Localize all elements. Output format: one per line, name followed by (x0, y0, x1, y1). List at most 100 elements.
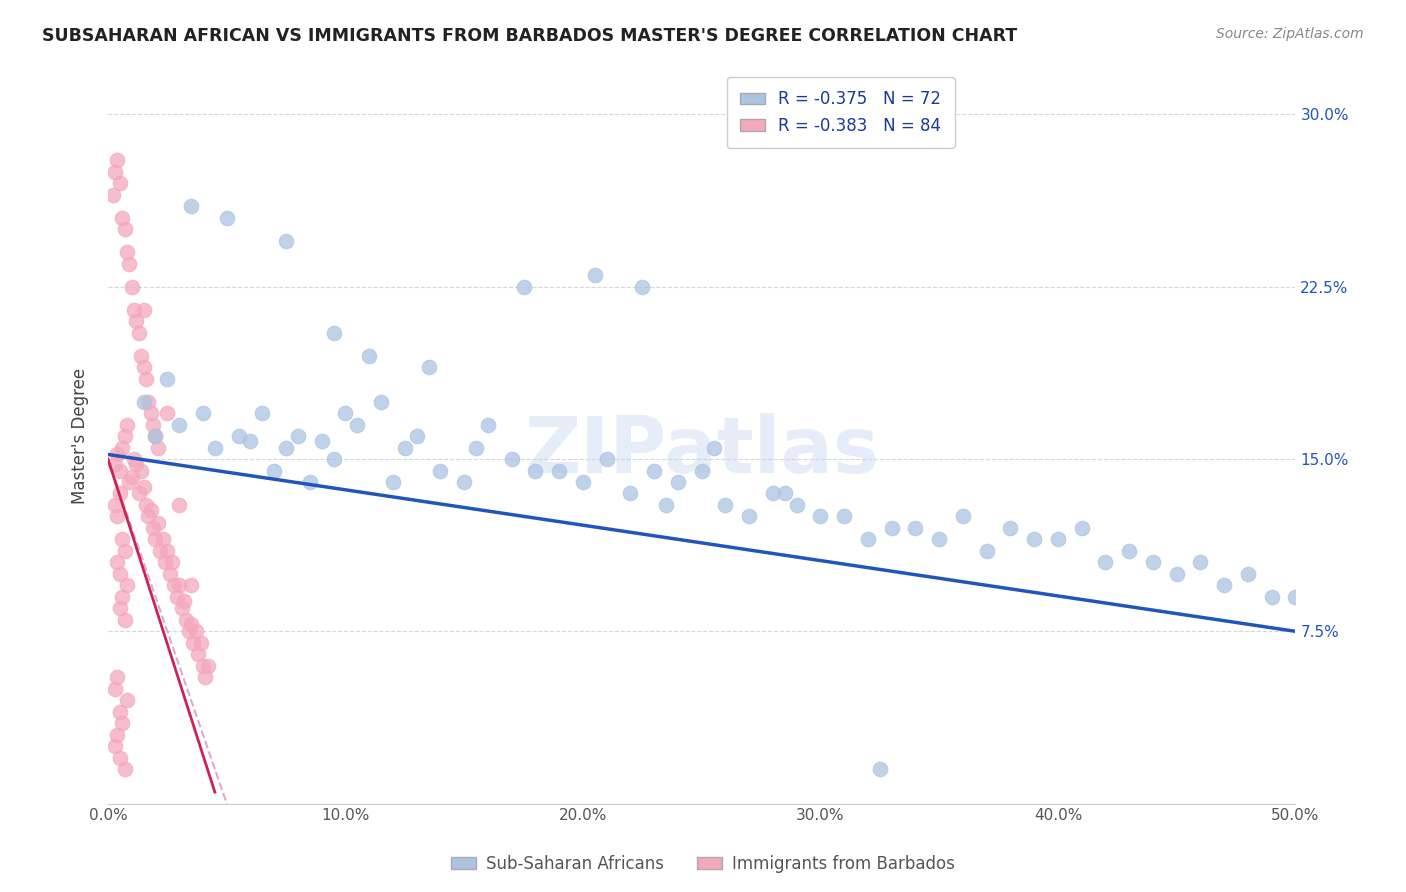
Point (773, 486, 796, 500)
Point (405, 429, 427, 443)
Point (1000, 521, 1022, 535)
Point (1260, 590, 1282, 604)
Point (738, 509, 761, 524)
Point (643, 463, 665, 477)
Point (135, 498, 157, 512)
Point (115, 417, 138, 432)
Point (714, 498, 737, 512)
Point (252, 406, 274, 420)
Point (173, 594, 195, 608)
Point (184, 624, 207, 639)
Point (832, 509, 855, 524)
Point (167, 498, 190, 512)
Point (176, 613, 198, 627)
Point (163, 578, 186, 592)
Point (322, 326, 344, 340)
Point (1024, 533, 1046, 547)
Point (122, 452, 145, 467)
Point (156, 544, 179, 558)
Point (572, 475, 595, 489)
Point (107, 447, 129, 461)
Point (394, 441, 416, 455)
Point (191, 406, 214, 420)
Point (108, 566, 131, 581)
Point (146, 441, 169, 455)
Point (114, 762, 136, 776)
Point (177, 624, 200, 639)
Point (122, 302, 145, 317)
Point (631, 279, 654, 293)
Point (370, 394, 392, 409)
Point (104, 457, 127, 471)
Point (298, 475, 321, 489)
Point (904, 521, 927, 535)
Point (690, 463, 713, 477)
Point (465, 441, 488, 455)
Point (107, 509, 129, 524)
Point (149, 544, 172, 558)
Point (153, 556, 176, 570)
Point (869, 762, 891, 776)
Point (346, 417, 368, 432)
Point (274, 441, 297, 455)
Point (128, 326, 150, 340)
Point (129, 349, 152, 363)
Point (145, 429, 167, 443)
Point (111, 590, 134, 604)
Legend: R = -0.375   N = 72, R = -0.383   N = 84: R = -0.375 N = 72, R = -0.383 N = 84 (727, 77, 955, 148)
Point (180, 578, 202, 592)
Point (180, 617, 202, 632)
Y-axis label: Master's Degree: Master's Degree (72, 368, 89, 504)
Point (619, 486, 641, 500)
Point (138, 394, 160, 409)
Point (111, 441, 134, 455)
Point (1094, 556, 1116, 570)
Point (183, 636, 205, 650)
Point (453, 475, 475, 489)
Point (104, 165, 127, 179)
Point (114, 222, 136, 236)
Text: ZIPatlas: ZIPatlas (524, 413, 879, 489)
Point (114, 544, 136, 558)
Point (132, 302, 155, 317)
Point (1213, 578, 1236, 592)
Point (359, 349, 381, 363)
Point (118, 257, 141, 271)
Point (125, 457, 148, 471)
Point (501, 452, 523, 467)
Point (1189, 556, 1212, 570)
Point (976, 544, 998, 558)
Point (125, 314, 148, 328)
Point (138, 509, 160, 524)
Point (121, 279, 143, 293)
Point (108, 177, 131, 191)
Point (111, 533, 134, 547)
Point (129, 463, 152, 477)
Point (108, 750, 131, 764)
Point (114, 613, 136, 627)
Point (952, 509, 974, 524)
Point (132, 480, 155, 494)
Point (786, 498, 808, 512)
Point (228, 429, 250, 443)
Legend: Sub-Saharan Africans, Immigrants from Barbados: Sub-Saharan Africans, Immigrants from Ba… (444, 848, 962, 880)
Point (1237, 566, 1260, 581)
Text: Source: ZipAtlas.com: Source: ZipAtlas.com (1216, 27, 1364, 41)
Point (239, 434, 262, 448)
Point (115, 578, 138, 592)
Point (1046, 533, 1069, 547)
Point (596, 452, 619, 467)
Point (108, 463, 131, 477)
Point (107, 556, 129, 570)
Point (111, 211, 134, 225)
Point (139, 406, 162, 420)
Point (180, 199, 202, 213)
Point (104, 739, 127, 754)
Point (108, 705, 131, 719)
Point (880, 521, 903, 535)
Point (142, 521, 165, 535)
Point (274, 234, 297, 248)
Point (139, 502, 162, 516)
Text: SUBSAHARAN AFRICAN VS IMMIGRANTS FROM BARBADOS MASTER'S DEGREE CORRELATION CHART: SUBSAHARAN AFRICAN VS IMMIGRANTS FROM BA… (42, 27, 1018, 45)
Point (335, 406, 357, 420)
